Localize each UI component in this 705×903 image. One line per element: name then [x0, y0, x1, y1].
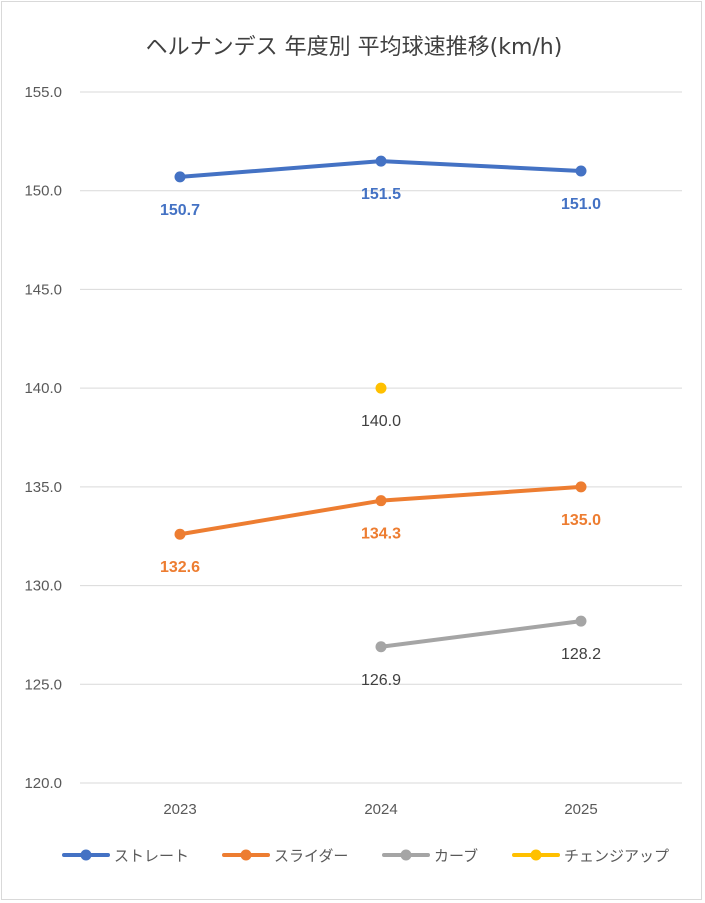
legend-label-1: スライダー — [274, 847, 348, 865]
marker-s2-2024 — [375, 641, 387, 653]
x-tick-label-2024: 2024 — [364, 801, 397, 818]
x-tick-label-2023: 2023 — [163, 801, 196, 818]
legend: ストレート スライダー カーブ チェンジアップ — [62, 847, 669, 865]
y-tick-label-4: 135.0 — [24, 479, 62, 496]
legend-marker-3 — [530, 849, 542, 861]
data-label-s0-2025: 151.0 — [561, 196, 601, 213]
legend-label-0: ストレート — [114, 847, 189, 865]
marker-s2-2025 — [575, 615, 587, 627]
legend-marker-0 — [80, 849, 92, 861]
data-label-s1-2024: 134.3 — [361, 526, 401, 543]
data-label-s1-2025: 135.0 — [561, 512, 601, 529]
y-tick-label-0: 155.0 — [24, 84, 62, 101]
x-tick-label-2025: 2025 — [564, 801, 597, 818]
legend-label-3: チェンジアップ — [564, 847, 669, 865]
gridlines — [80, 91, 682, 784]
legend-marker-2 — [400, 849, 412, 861]
y-tick-label-2: 145.0 — [24, 281, 62, 298]
data-label-s3-2024: 140.0 — [361, 413, 401, 430]
marker-s1-2023 — [174, 528, 186, 540]
marker-s1-2025 — [575, 481, 587, 493]
marker-s3-2024 — [375, 382, 387, 394]
data-label-s2-2024: 126.9 — [361, 672, 401, 689]
chart-title: ヘルナンデス 年度別 平均球速推移(km/h) — [146, 35, 563, 60]
data-labels: 150.7 151.5 151.0 132.6 134.3 135.0 126.9 128.2… — [160, 186, 601, 689]
x-axis-ticks: 2023 2024 2025 — [163, 801, 597, 818]
series-line-2 — [379, 619, 583, 649]
y-tick-label-6: 125.0 — [24, 676, 62, 693]
y-axis-ticks: 155.0 150.0 145.0 140.0 135.0 130.0 125.0 120.0 — [24, 84, 62, 792]
series-group — [174, 155, 587, 653]
data-label-s1-2023: 132.6 — [160, 559, 200, 576]
marker-s1-2024 — [375, 495, 387, 507]
marker-s0-2024 — [375, 155, 387, 167]
y-tick-label-7: 120.0 — [24, 775, 62, 792]
y-tick-label-1: 150.0 — [24, 183, 62, 200]
legend-marker-1 — [240, 849, 252, 861]
marker-s0-2025 — [575, 165, 587, 177]
data-label-s2-2025: 128.2 — [561, 646, 601, 663]
marker-s0-2023 — [174, 171, 186, 183]
y-tick-label-3: 140.0 — [24, 380, 62, 397]
data-label-s0-2023: 150.7 — [160, 202, 200, 219]
legend-label-2: カーブ — [434, 847, 478, 865]
data-label-s0-2024: 151.5 — [361, 186, 401, 203]
y-tick-label-5: 130.0 — [24, 578, 62, 595]
